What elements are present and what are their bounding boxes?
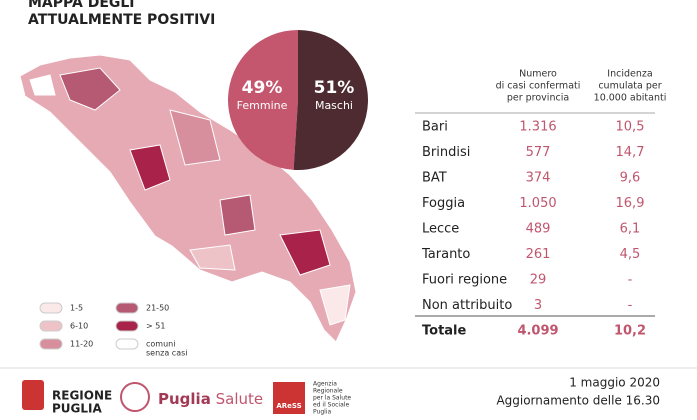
total-value: 4.099 [517, 324, 558, 339]
agency-line: per la Salute [313, 395, 351, 402]
cell-value: 16,9 [616, 196, 645, 211]
row-name: Brindisi [422, 145, 470, 160]
brand-part: Salute [216, 390, 264, 408]
legend-swatch [39, 320, 63, 332]
legend-label: 6-10 [70, 322, 88, 331]
legend-swatch [115, 338, 139, 350]
cell-value: 577 [526, 145, 551, 160]
region-name: PUGLIA [52, 402, 103, 416]
total-value: 10,2 [614, 324, 646, 339]
legend-swatch [115, 302, 139, 314]
cell-value: 14,7 [616, 145, 645, 160]
agency-line: Puglia [313, 409, 331, 416]
column-header: Numero [519, 69, 557, 80]
cell-value: 29 [530, 273, 547, 288]
cell-value: 374 [526, 171, 551, 186]
cell-value: - [628, 273, 633, 288]
legend-label: 21-50 [146, 304, 169, 313]
agency-line: ed il Sociale [313, 402, 349, 409]
cell-value: - [628, 298, 633, 313]
brand: Puglia Salute [158, 390, 263, 408]
column-header: Incidenza [607, 69, 652, 80]
title-line: MAPPA DEGLI [28, 0, 135, 11]
cell-value: 1.316 [519, 120, 556, 135]
row-name: Non attribuito [422, 298, 512, 313]
pie-value-label: 51% [314, 78, 355, 98]
column-header: 10.000 abitanti [594, 93, 667, 104]
brand-logo [120, 382, 150, 412]
cell-value: 10,5 [616, 120, 645, 135]
cell-value: 489 [526, 222, 551, 237]
cell-value: 9,6 [620, 171, 641, 186]
legend-swatch [39, 302, 63, 314]
column-header: per provincia [507, 93, 569, 104]
date: 1 maggio 2020 [569, 376, 660, 390]
legend-label: > 51 [146, 322, 165, 331]
cell-value: 1.050 [519, 196, 556, 211]
aress: AReSS [276, 402, 301, 410]
agency-line: Regionale [313, 388, 343, 395]
pie-slice [227, 30, 298, 170]
cell-value: 6,1 [620, 222, 641, 237]
pie-category-label: Maschi [315, 99, 353, 112]
aress-logo [273, 382, 305, 414]
region-logo [22, 380, 44, 410]
legend-swatch [115, 320, 139, 332]
cell-value: 261 [526, 247, 551, 262]
column-header: cumulata per [598, 81, 661, 92]
row-name: Fuori regione [422, 273, 507, 288]
title-line: ATTUALMENTE POSITIVI [28, 12, 215, 28]
map [19, 54, 357, 343]
pie-value-label: 49% [242, 78, 283, 98]
agency-line: Agenzia [313, 381, 337, 388]
row-name: Bari [422, 120, 448, 135]
footer: REGIONE PUGLIA Puglia Salute AReSS Agenz… [22, 376, 660, 416]
row-name: Foggia [422, 196, 465, 211]
legend-label: comuni [146, 340, 175, 349]
brand-part: Puglia [158, 390, 211, 408]
legend-label: senza casi [146, 349, 188, 358]
column-header: di casi confermati [496, 81, 581, 92]
legend-label: 11-20 [70, 340, 93, 349]
region-name: REGIONE [52, 389, 112, 403]
legend-label: 1-5 [70, 304, 83, 313]
pie-slice [293, 30, 368, 170]
cell-value: 4,5 [620, 247, 641, 262]
cell-value: 3 [534, 298, 542, 313]
row-name: Lecce [422, 222, 459, 237]
row-name: BAT [422, 171, 447, 186]
total-name: Totale [422, 324, 467, 339]
row-name: Taranto [421, 247, 470, 262]
update: Aggiornamento delle 16.30 [496, 394, 660, 408]
legend-swatch [39, 338, 63, 350]
pie-category-label: Femmine [237, 99, 288, 112]
